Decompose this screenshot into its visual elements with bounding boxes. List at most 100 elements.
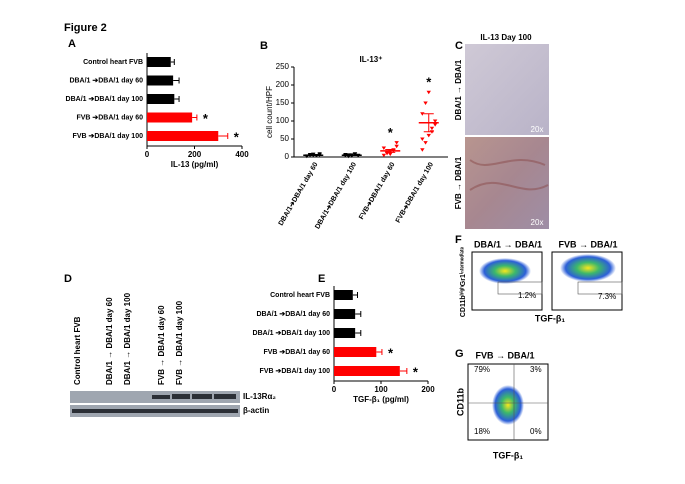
y-tick-label: 50 [280,134,289,143]
axis-label: cell count/HPF [265,86,274,138]
y-tick-label: 250 [276,62,290,71]
data-point [432,119,438,123]
panel-label: A [68,38,76,50]
error-bar [355,330,362,336]
bar [147,75,174,86]
panel-label: G [455,348,464,360]
error-bar [423,113,434,133]
x-tick-label: 200 [188,150,202,159]
error-bar [355,311,362,317]
error-bar [170,59,175,65]
bar [147,94,175,104]
gate [497,281,543,295]
data-point [381,146,387,150]
panel-label: F [455,234,462,246]
data-point [394,141,399,145]
data-point [432,123,438,127]
band-label: IL-13Rα₂ [243,392,276,401]
category-label: DBA/1 ➔DBA/1 day 100 [253,330,331,337]
category-label: Control heart FVB [83,59,143,66]
y-tick-label: 100 [276,116,290,125]
plot-title: DBA/1 → DBA/1 [474,239,542,249]
flow-density [492,385,524,425]
plot-title: FVB → DBA/1 [475,350,534,360]
error-bar [399,368,408,374]
quadrant-percentage: 0% [530,427,542,436]
category-label: DBA/1➔DBA/1 day 60 [278,161,320,227]
data-point [317,152,322,156]
axis-label: CD11bʰⁱᵍʰGr1ⁱⁿᵗᵉʳᵐᵉᵈⁱᵃᵗᵉ [458,246,467,317]
lane-label: FVB → DBA/1 day 60 [157,305,166,385]
tissue-texture [469,159,549,191]
tissue-image [465,137,549,229]
data-point [426,90,431,95]
error-bar [385,148,396,153]
y-tick-label: 150 [276,98,290,107]
error-bar [218,133,229,139]
data-point [426,133,431,138]
lane-label: Control heart FVB [73,316,82,385]
axis-label: CD11b [455,387,465,416]
error-bar [173,77,180,84]
error-bar [376,349,383,355]
data-point [420,112,425,116]
figure-title: Figure 2 [64,22,107,34]
bar [334,309,356,319]
data-point [388,152,393,157]
band-label: β-actin [243,406,269,415]
category-label: DBA/1➔DBA/1 day 100 [314,161,358,230]
gate-percentage: 1.2% [518,291,536,300]
data-point [423,141,428,145]
bar [334,366,400,376]
quadrant-percentage: 3% [530,365,542,374]
row-label: DBA/1 → DBA/1 [454,59,463,120]
category-label: DBA/1 ➔DBA/1 day 60 [69,77,143,84]
data-point [420,137,425,141]
bar [147,57,171,67]
quadrant-percentage: 79% [474,365,490,374]
plot-title: FVB → DBA/1 [558,239,617,249]
significance-marker: * [388,125,394,140]
tissue-image [465,44,549,135]
category-label: FVB ➔DBA/1 day 60 [263,349,330,356]
axis-label: TGF-β₁ [535,313,565,323]
data-point [394,144,399,149]
error-bar [346,154,357,157]
error-bar [352,292,358,298]
data-point [420,148,425,152]
chart-title: IL-13⁺ [360,55,383,64]
axis-label: TGF-β₁ [493,450,523,460]
bar [334,290,353,300]
category-label: FVB➔DBA/1 day 100 [395,161,435,224]
magnification: 20x [531,125,544,134]
y-tick-label: 0 [285,152,290,161]
panel-label: C [455,40,463,52]
panel-title: IL-13 Day 100 [480,33,532,42]
significance-marker: * [388,345,394,360]
gate [577,281,623,295]
category-label: FVB➔DBA/1 day 60 [358,161,396,221]
x-tick-label: 100 [374,385,388,394]
category-label: FVB ➔DBA/1 day 100 [260,368,331,375]
significance-marker: * [234,129,240,144]
category-label: DBA/1 ➔DBA/1 day 100 [66,96,144,103]
panel-label: E [318,273,325,285]
category-label: DBA/1 ➔DBA/1 day 60 [256,311,330,318]
gate-percentage: 7.3% [598,292,616,301]
significance-marker: * [413,364,419,379]
error-bar [308,154,319,157]
bar [147,112,193,123]
lane-label: DBA/1 → DBA/1 day 100 [123,292,132,385]
blot-bands [72,394,238,413]
panel-label: B [260,40,268,52]
bar [334,328,356,338]
x-tick-label: 200 [421,385,435,394]
bar [334,347,377,357]
quadrant-percentage: 18% [474,427,490,436]
bar [147,131,219,141]
significance-marker: * [203,111,209,126]
row-label: FVB → DBA/1 [454,156,463,209]
y-tick-label: 200 [276,80,290,89]
panel-label: D [64,273,72,285]
